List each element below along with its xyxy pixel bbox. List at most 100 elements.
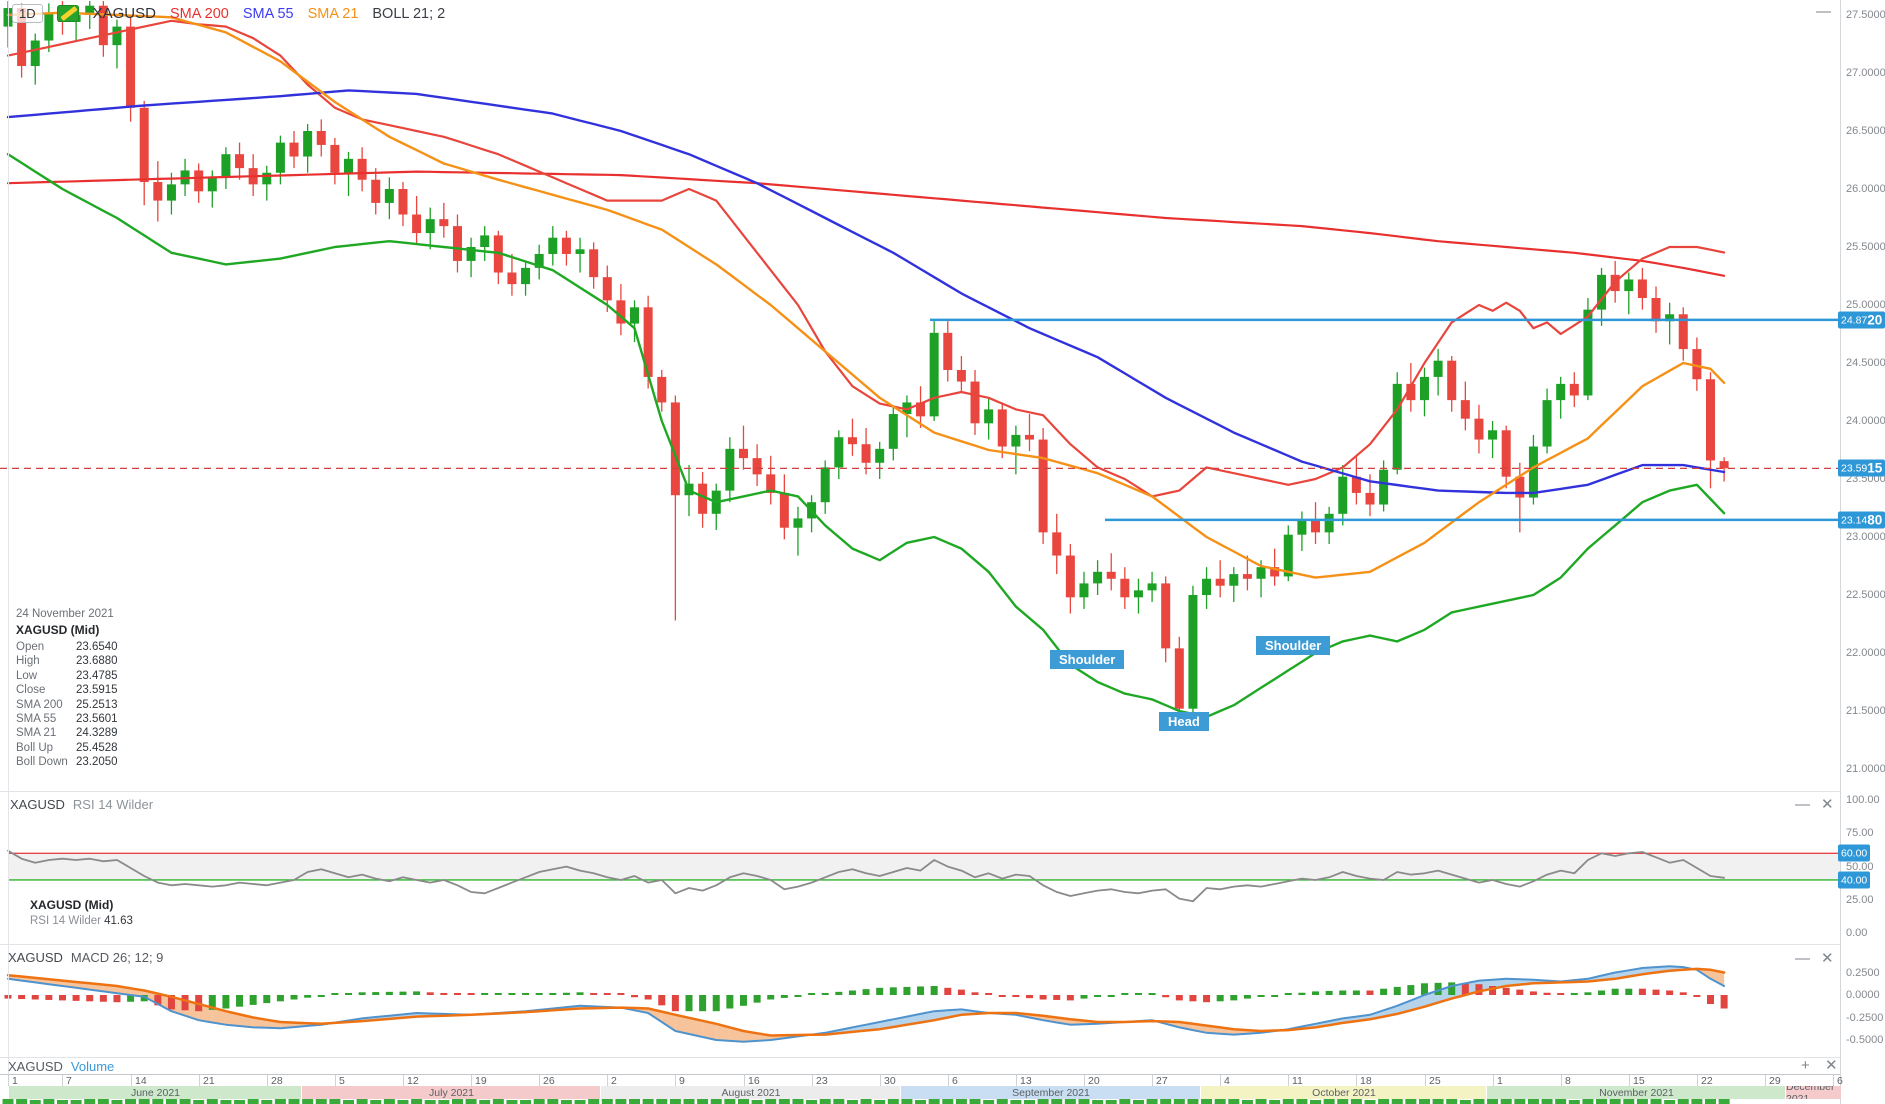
annotation-shoulder-left[interactable]: Shoulder (1050, 650, 1125, 669)
volume-expand-icon[interactable]: + (1801, 1057, 1810, 1074)
macd-histogram-bar (1271, 995, 1279, 997)
macd-histogram-bar (603, 993, 611, 995)
volume-bar (969, 1099, 981, 1104)
volume-bar (1487, 1099, 1499, 1104)
volume-bar (547, 1099, 559, 1104)
macd-histogram-bar (276, 995, 284, 1002)
macd-histogram-bar (535, 993, 543, 995)
rsi-badge-lower[interactable]: 40.00 (1838, 871, 1871, 889)
volume-bar (737, 1099, 749, 1104)
indicator-legend-sma200[interactable]: SMA 200 (169, 5, 229, 22)
macd-histogram-bar (658, 995, 666, 1006)
candle (1025, 434, 1034, 440)
time-axis[interactable]: 1 7 14 21 28 5 12 19 26 2 9 16 23 30 6 13 20 27 4 11 18 25 1 8 1… (0, 1074, 1843, 1087)
price-tick-label: 24.5000 (1846, 357, 1885, 369)
candle (1365, 492, 1375, 505)
macd-histogram-bar (1312, 991, 1320, 995)
volume-bar (302, 1098, 314, 1104)
macd-indicator-label[interactable]: MACD 26; 12; 9 (70, 950, 164, 965)
candle (275, 142, 285, 173)
candle (1542, 400, 1552, 447)
volume-bar (1310, 1100, 1322, 1104)
timeframe-button[interactable]: 1D (12, 4, 43, 23)
macd-histogram-bar (699, 995, 707, 1012)
volume-bar (370, 1100, 382, 1104)
volume-bar (1568, 1100, 1580, 1104)
volume-close-icon[interactable]: ✕ (1825, 1057, 1838, 1074)
info-row: Boll Up 25.4528 (16, 741, 118, 754)
candle (1011, 434, 1021, 447)
price-axis[interactable] (1840, 0, 1885, 1104)
macd-histogram-bar (794, 995, 802, 997)
volume-bar (1623, 1099, 1635, 1104)
macd-histogram-bar (808, 993, 816, 995)
panel-separator[interactable] (0, 791, 1885, 792)
instrument-icon[interactable] (56, 5, 79, 22)
macd-histogram-bar (426, 992, 434, 995)
macd-histogram-bar (998, 995, 1006, 997)
macd-histogram-bar (181, 995, 189, 1011)
price-badge-last[interactable]: 23.59 15 (1838, 459, 1885, 477)
macd-histogram-bar (876, 987, 884, 995)
macd-histogram-bar (494, 993, 502, 995)
candle (1474, 418, 1484, 440)
macd-minimize-icon[interactable]: — (1795, 950, 1810, 967)
volume-bar (193, 1100, 205, 1104)
macd-histogram-bar (1625, 988, 1633, 995)
volume-bar (833, 1099, 845, 1104)
volume-bar (1677, 1099, 1689, 1104)
volume-bar (138, 1096, 150, 1104)
macd-histogram-bar (127, 995, 135, 1002)
macd-tick-label: 0.2500 (1846, 966, 1880, 979)
rsi-close-icon[interactable]: ✕ (1821, 796, 1834, 813)
macd-close-icon[interactable]: ✕ (1821, 950, 1834, 967)
info-row: Close 23.5915 (16, 684, 118, 697)
macd-histogram-bar (617, 993, 625, 995)
rsi-minimize-icon[interactable]: — (1795, 796, 1810, 813)
volume-bar (234, 1100, 246, 1104)
info-row: SMA 55 23.5601 (16, 713, 118, 726)
indicator-legend-sma21[interactable]: SMA 21 (307, 5, 359, 22)
panel-separator[interactable] (0, 1057, 1885, 1058)
info-row: SMA 200 25.2513 (16, 698, 118, 711)
candle (1106, 571, 1116, 579)
panel-separator[interactable] (0, 944, 1885, 945)
time-tick-label: 12 (403, 1075, 419, 1087)
macd-histogram-bar (835, 991, 843, 995)
price-badge-lower-line[interactable]: 23.14 80 (1838, 511, 1885, 529)
annotation-shoulder-right[interactable]: Shoulder (1256, 636, 1331, 655)
volume-indicator-label[interactable]: Volume (70, 1059, 115, 1074)
volume-bar (533, 1099, 545, 1104)
macd-histogram-bar (1203, 995, 1211, 1003)
annotation-head[interactable]: Head (1159, 712, 1209, 731)
price-badge-upper-line[interactable]: 24.87 20 (1838, 311, 1885, 329)
candle (1447, 360, 1457, 401)
candle (1706, 379, 1715, 461)
minimize-icon[interactable]: — (1816, 3, 1831, 20)
rsi-badge-upper[interactable]: 60.00 (1838, 844, 1871, 862)
volume-bar (1201, 1098, 1213, 1104)
indicator-legend-boll[interactable]: BOLL 21; 2 (372, 5, 446, 22)
macd-histogram-bar (385, 991, 393, 995)
candle (1038, 439, 1048, 533)
candle (630, 307, 640, 324)
indicator-legend-sma55[interactable]: SMA 55 (242, 5, 294, 22)
volume-bar (274, 1099, 286, 1104)
time-tick-label: 21 (199, 1075, 215, 1087)
time-tick-label: 22 (1697, 1075, 1713, 1087)
macd-histogram-bar (1461, 983, 1469, 995)
volume-bar (724, 1099, 736, 1104)
rsi-indicator-label[interactable]: RSI 14 Wilder (72, 797, 154, 812)
macd-histogram-bar (18, 995, 26, 1000)
candle (616, 300, 626, 324)
volume-bar (56, 1100, 68, 1104)
volume-bar (261, 1100, 273, 1104)
macd-tick-label: -0.2500 (1846, 1011, 1884, 1024)
time-tick-label: 9 (675, 1075, 685, 1087)
volume-bar (179, 1099, 191, 1104)
candle (1188, 595, 1198, 709)
volume-bar (465, 1099, 477, 1104)
volume-bar (1350, 1099, 1362, 1104)
